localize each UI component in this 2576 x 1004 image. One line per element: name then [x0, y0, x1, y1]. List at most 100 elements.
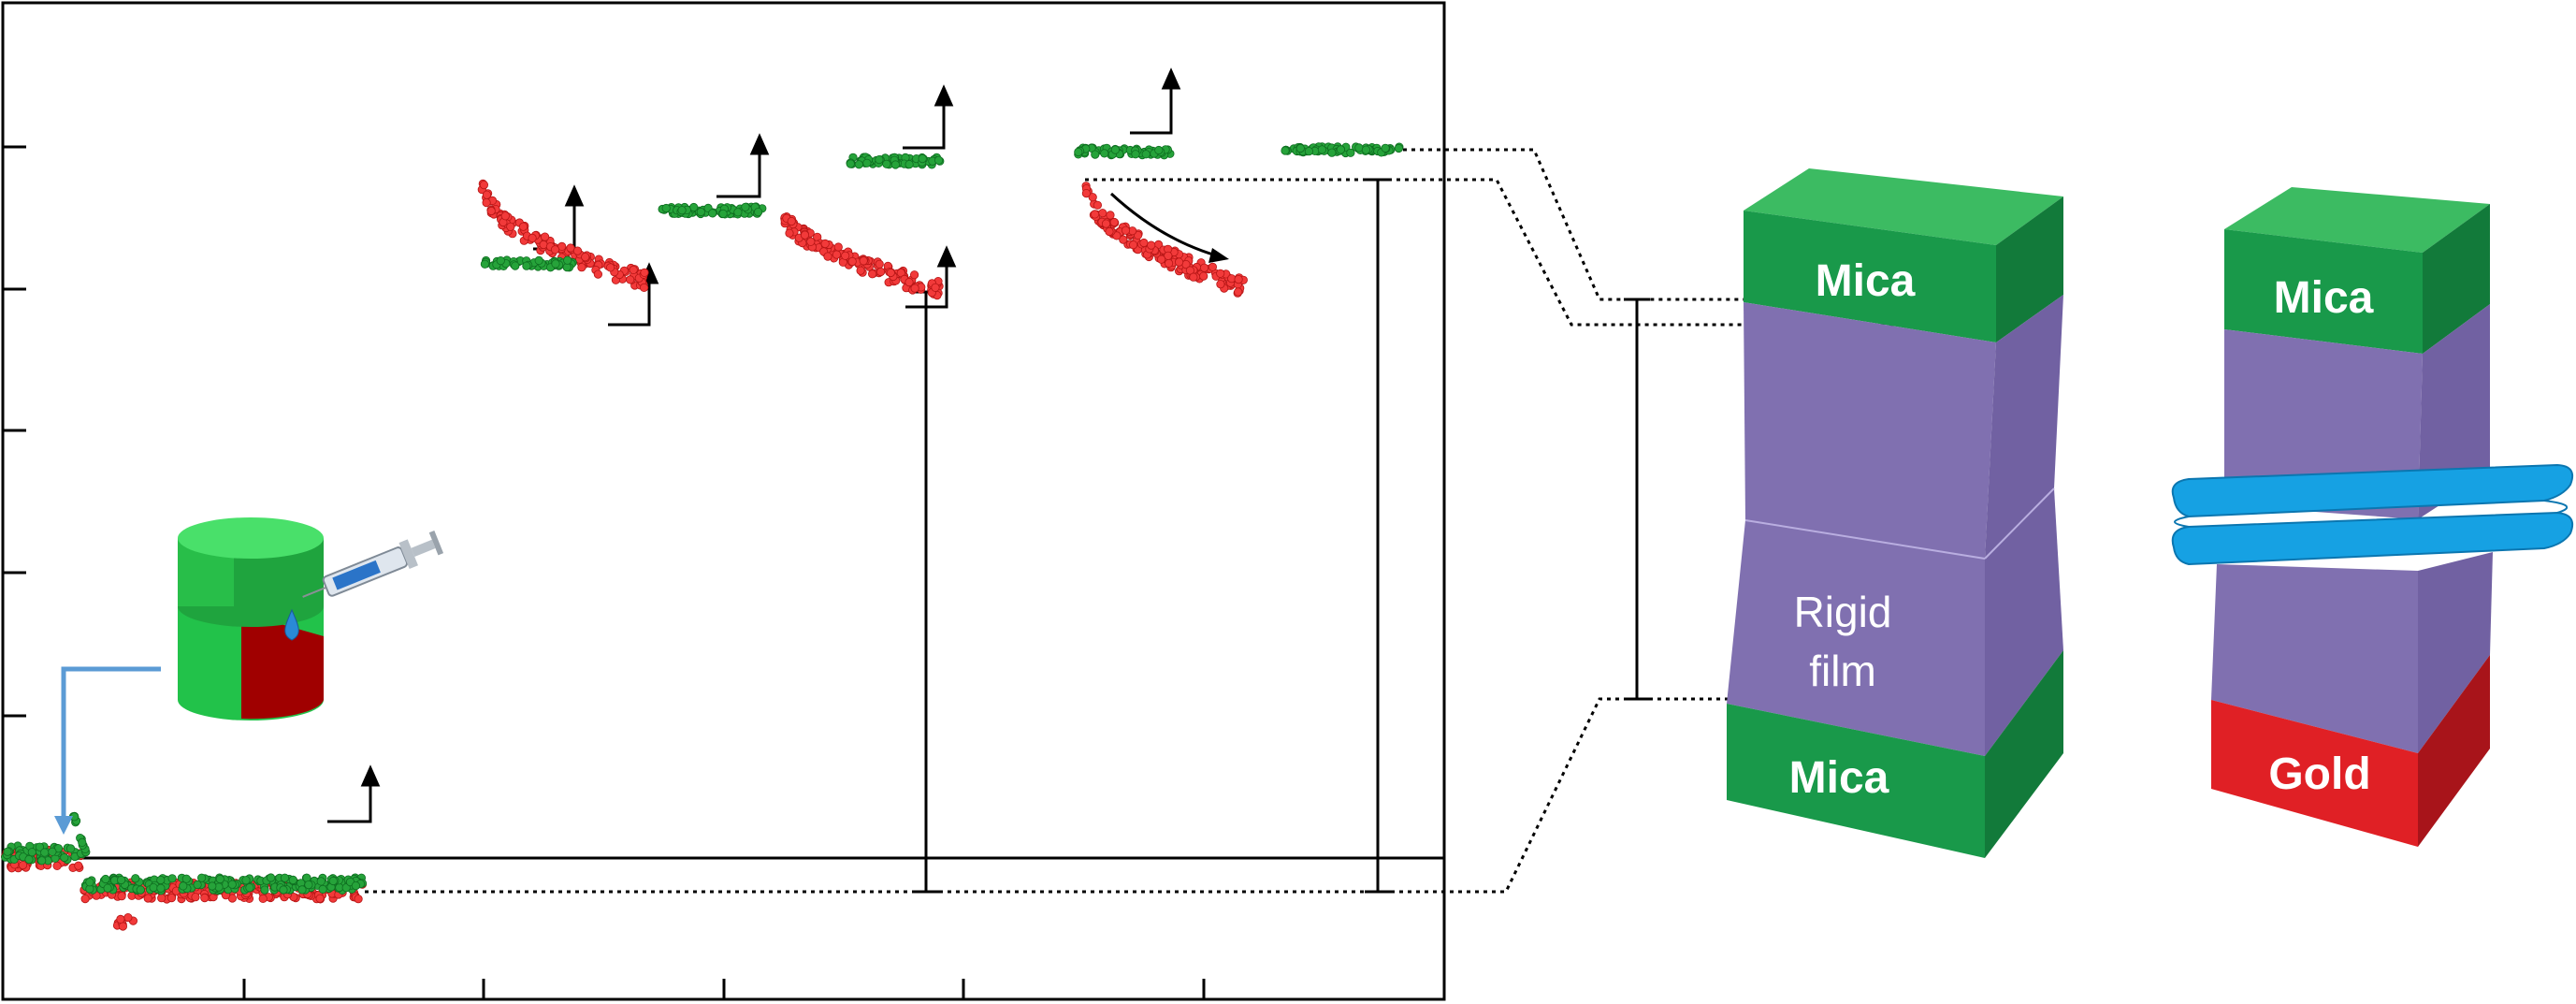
- gold-bottom-right-label: Gold: [2268, 749, 2370, 799]
- trace-point-red: [785, 228, 794, 238]
- trace-point-red: [1216, 269, 1225, 278]
- plot-frame: [1, 1, 1446, 1001]
- trace-point-red: [1088, 193, 1097, 202]
- step-arrowhead: [360, 764, 381, 787]
- trace-point-green: [179, 881, 188, 891]
- trace-point-red: [482, 198, 491, 208]
- trace-point-red: [166, 893, 177, 903]
- trace-point-red: [74, 861, 83, 870]
- trace-point-red: [832, 250, 842, 259]
- trace-point-red: [1139, 238, 1149, 248]
- trace-point-red: [117, 892, 126, 901]
- rigid-film-label-line2: film: [1809, 647, 1876, 695]
- trace-point-red: [572, 246, 583, 255]
- trace-point-red: [354, 895, 363, 904]
- trace-point-green: [854, 160, 863, 169]
- trace-point-green: [741, 202, 750, 211]
- trace-point-red: [1164, 251, 1173, 260]
- trace-point-green: [316, 877, 326, 886]
- trace-point-red: [581, 253, 590, 262]
- trace-point-green: [241, 876, 251, 885]
- trace-point-red: [1109, 217, 1119, 227]
- distance-bar-1: [913, 290, 939, 894]
- trace-point-red: [1208, 262, 1218, 271]
- trace-point-green: [918, 154, 927, 164]
- trace-point-green: [318, 884, 327, 895]
- step-arrow: [1130, 75, 1173, 135]
- trace-point-green: [266, 873, 276, 882]
- trace-point-green: [1281, 146, 1290, 155]
- mica-top-right-label: Mica: [2274, 273, 2374, 323]
- trace-point-red: [1112, 231, 1122, 240]
- trace-point-green: [733, 208, 743, 217]
- trace-point-green: [304, 880, 313, 890]
- trace-point-red: [116, 914, 125, 924]
- trace-point-red: [1189, 272, 1198, 282]
- trace-point-red: [528, 233, 537, 242]
- trace-point-red: [1093, 200, 1103, 210]
- trace-point-red: [876, 267, 886, 277]
- trace-point-red: [909, 270, 919, 280]
- mica-bottom-left-label: Mica: [1789, 753, 1889, 803]
- trace-point-green: [167, 874, 177, 883]
- step-arrow: [905, 253, 948, 309]
- x-ticks: [242, 979, 1206, 999]
- trace-point-red: [1199, 271, 1208, 281]
- stack-mica-film-mica: Mica Rigid film Mica: [1727, 168, 2063, 858]
- trace-point-green: [101, 874, 110, 884]
- relaxation-arrowhead: [1208, 248, 1229, 263]
- trace-point-red: [1081, 189, 1092, 198]
- trace-point-green: [227, 880, 237, 889]
- trace-point-green: [696, 207, 705, 217]
- step-arrow: [608, 269, 651, 327]
- trace-point-green: [1361, 145, 1371, 154]
- trace-point-green: [136, 885, 145, 895]
- gap-distance-bar: [1624, 298, 1650, 701]
- trace-point-red: [1106, 211, 1115, 220]
- trace-point-green: [1346, 148, 1355, 157]
- trace-point-red: [479, 181, 489, 190]
- trace-point-green: [85, 878, 94, 887]
- trace-point-green: [1304, 147, 1314, 156]
- step-arrowhead: [933, 84, 954, 107]
- trace-point-green: [511, 261, 520, 270]
- step-arrow: [327, 772, 372, 823]
- trace-point-red: [577, 263, 586, 272]
- trace-point-green: [1295, 143, 1305, 153]
- trace-point-green: [156, 875, 166, 885]
- trace-point-red: [1165, 258, 1174, 268]
- step-arrowhead: [1161, 67, 1181, 90]
- trace-point-red: [1175, 257, 1184, 267]
- step-arrowhead: [936, 245, 957, 268]
- trace-point-red: [847, 256, 857, 266]
- trace-point-green: [563, 255, 572, 265]
- trace-point-green: [661, 203, 671, 213]
- trace-point-green: [1354, 143, 1364, 153]
- trace-point-green: [1317, 145, 1327, 154]
- trace-point-red: [841, 251, 850, 260]
- trace-point-green: [245, 883, 254, 893]
- trace-point-green: [40, 848, 50, 857]
- trace-point-green: [35, 842, 45, 851]
- trace-point-green: [197, 873, 207, 882]
- trace-point-green: [279, 885, 288, 895]
- trace-point-green: [1074, 147, 1083, 157]
- trace-point-green: [1381, 143, 1390, 153]
- trace-point-green: [1154, 145, 1164, 155]
- trace-plot: [1, 1, 2002, 1001]
- trace-point-green: [48, 847, 57, 856]
- relaxation-arrow: [1109, 192, 1217, 257]
- trace-point-green: [1394, 143, 1404, 153]
- trace-point-green: [875, 155, 884, 165]
- trace-point-green: [1327, 148, 1337, 157]
- trace-point-red: [52, 861, 62, 871]
- trace-point-red: [626, 275, 635, 284]
- trace-point-green: [193, 880, 202, 890]
- trace-point-green: [1100, 149, 1109, 158]
- trace-point-green: [480, 259, 490, 269]
- trace-point-red: [1185, 266, 1195, 275]
- step-arrowhead: [749, 133, 770, 155]
- trace-point-red: [1147, 240, 1156, 250]
- cylinder-cell-icon: [178, 517, 324, 720]
- rigid-film-label-line1: Rigid: [1794, 588, 1892, 636]
